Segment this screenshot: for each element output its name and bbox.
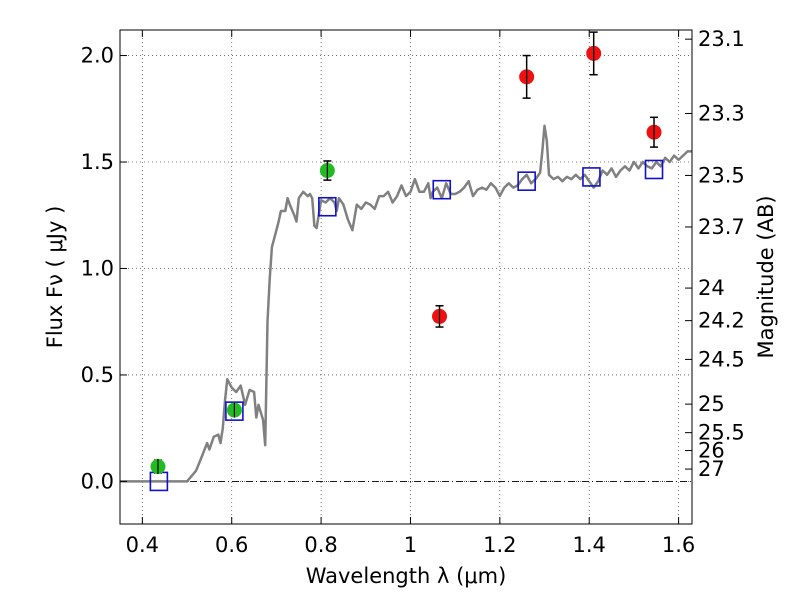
y-axis-label: Flux Fν ( μJy ) (43, 206, 67, 349)
x-tick-label: 1.6 (662, 533, 695, 557)
x-tick-label: 1.2 (483, 533, 516, 557)
y-tick-label: 0.5 (81, 363, 114, 387)
model-photometry-square (644, 159, 664, 180)
model-photometry-square (432, 179, 452, 200)
plot-content (120, 31, 692, 492)
plot-frame (119, 29, 693, 525)
x-axis-label: Wavelength λ (μm) (306, 564, 507, 588)
x-tick-label: 1.4 (573, 533, 606, 557)
magnitude-tick-label: 25 (698, 392, 725, 416)
magnitude-tick-label: 24.5 (698, 347, 745, 371)
magnitude-tick-label: 23.3 (698, 101, 745, 125)
ticks: 0.4 0.6 0.8 1 1.2 1.4 1.6 0.0 0.5 1.0 1.5 2.0 23.1 23… (81, 27, 745, 557)
model-photometry-square (517, 171, 536, 191)
magnitude-tick-label: 23.7 (698, 215, 745, 239)
y-tick-label: 0.0 (81, 469, 114, 493)
x-tick-label: 0.8 (304, 533, 337, 557)
magnitude-tick-label: 25.5 (698, 421, 745, 445)
magnitude-tick-label: 24 (698, 276, 725, 300)
model-photometry-square (318, 196, 337, 217)
x-tick-label: 1 (404, 533, 417, 557)
model-photometry-square (225, 401, 244, 421)
y-tick-label: 1.5 (81, 150, 114, 174)
magnitude-tick-label: 24.2 (698, 309, 745, 333)
y-tick-label: 1.0 (81, 256, 114, 280)
y-tick-label: 2.0 (81, 44, 114, 68)
x-tick-label: 0.4 (126, 533, 159, 557)
magnitude-tick-label: 26 (698, 439, 725, 463)
magnitude-tick-label: 23.1 (698, 27, 745, 51)
magnitude-tick-label: 23.5 (698, 163, 745, 187)
model-photometry-square (582, 167, 601, 187)
model-spectrum-line (120, 124, 692, 483)
y-axis-right-label: Magnitude (AB) (754, 195, 778, 358)
magnitude-tick-label: 27 (698, 457, 725, 481)
x-tick-label: 0.6 (215, 533, 248, 557)
